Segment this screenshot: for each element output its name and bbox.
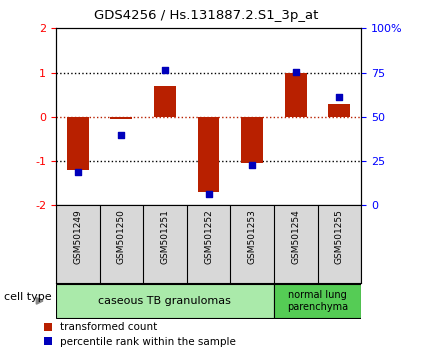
Bar: [154, 86, 176, 117]
Bar: [198, 117, 219, 192]
Legend: transformed count, percentile rank within the sample: transformed count, percentile rank withi…: [40, 318, 240, 351]
Point: [162, 68, 169, 73]
Point: [336, 94, 343, 100]
Text: GSM501250: GSM501250: [117, 209, 126, 264]
Text: GDS4256 / Hs.131887.2.S1_3p_at: GDS4256 / Hs.131887.2.S1_3p_at: [94, 9, 319, 22]
Point: [205, 192, 212, 197]
Text: cell type: cell type: [4, 292, 52, 302]
Bar: [329, 104, 350, 117]
Bar: [111, 117, 132, 119]
Text: GSM501251: GSM501251: [160, 209, 169, 264]
Point: [249, 163, 255, 169]
Text: normal lung
parenchyma: normal lung parenchyma: [287, 290, 348, 312]
Text: GSM501254: GSM501254: [291, 209, 300, 264]
FancyBboxPatch shape: [274, 284, 361, 318]
Bar: [285, 73, 307, 117]
Point: [74, 169, 81, 175]
Text: caseous TB granulomas: caseous TB granulomas: [98, 296, 231, 306]
Bar: [241, 117, 263, 163]
Point: [292, 69, 299, 75]
Text: GSM501249: GSM501249: [73, 209, 82, 264]
Text: GSM501253: GSM501253: [248, 209, 257, 264]
Text: GSM501255: GSM501255: [335, 209, 344, 264]
FancyBboxPatch shape: [56, 284, 274, 318]
Bar: [67, 117, 89, 170]
Text: GSM501252: GSM501252: [204, 209, 213, 264]
Point: [118, 132, 125, 137]
